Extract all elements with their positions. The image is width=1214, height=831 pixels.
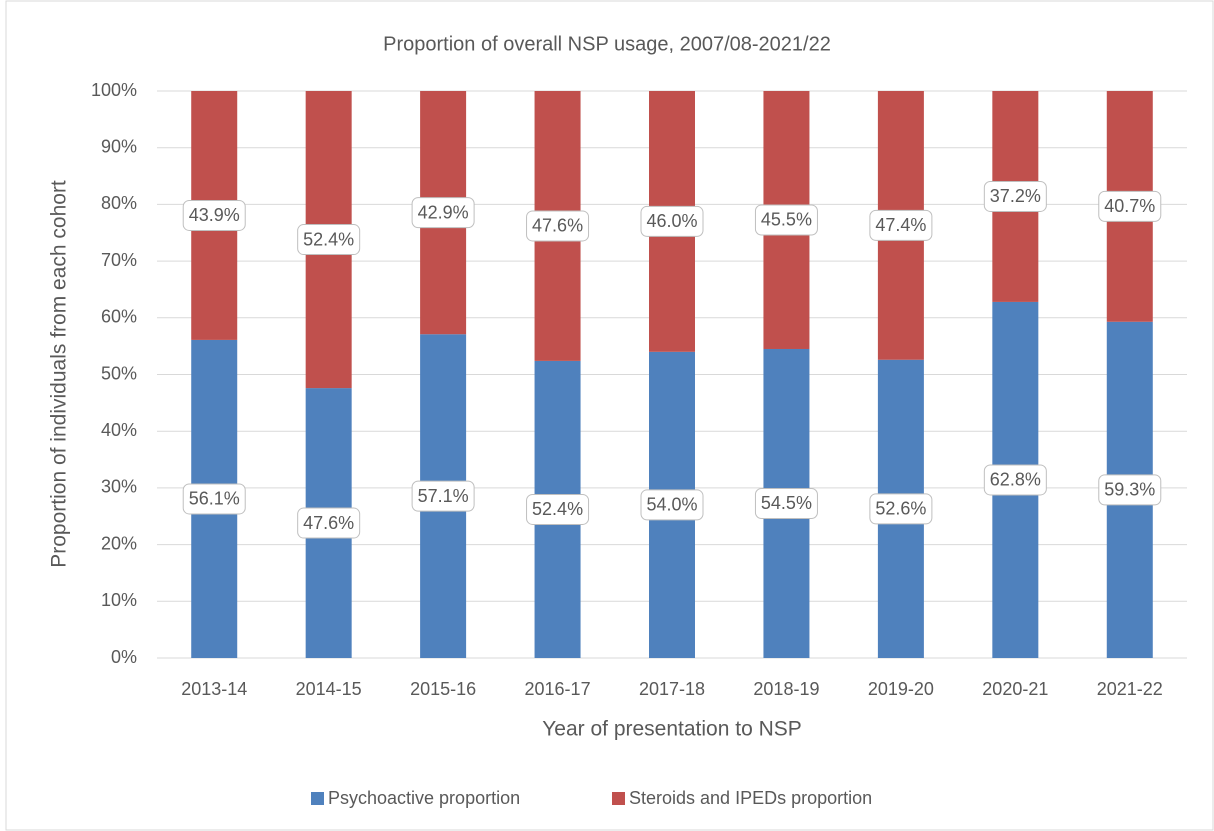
data-label: 45.5% [761,210,812,230]
data-label-box [983,180,1047,212]
legend-label: Psychoactive proportion [328,788,520,808]
y-tick-label: 80% [101,193,137,213]
y-tick-label: 40% [101,420,137,440]
data-label-box [182,199,246,231]
x-tick-label: 2017-18 [639,679,705,699]
data-label: 40.7% [1104,196,1155,216]
data-label: 47.6% [303,513,354,533]
data-label-box [869,209,933,241]
data-label-box [526,210,590,242]
data-label-box [411,197,475,229]
data-label: 42.9% [418,202,469,222]
y-tick-label: 100% [91,80,137,100]
chart-title: Proportion of overall NSP usage, 2007/08… [383,33,831,55]
x-axis-title: Year of presentation to NSP [542,718,802,741]
data-label: 47.4% [875,215,926,235]
y-tick-label: 30% [101,477,137,497]
data-label: 54.5% [761,493,812,513]
data-label: 52.4% [532,499,583,519]
data-label-box [640,205,704,237]
legend-label: Steroids and IPEDs proportion [629,788,872,808]
data-label-box [526,493,590,525]
y-tick-label: 90% [101,136,137,156]
data-label-box [983,464,1047,496]
data-label-box [411,480,475,512]
data-label: 57.1% [418,486,469,506]
x-tick-label: 2016-17 [525,679,591,699]
data-label: 43.9% [189,205,240,225]
y-tick-label: 0% [111,647,137,667]
y-axis-title: Proportion of individuals from each coho… [48,180,71,568]
y-tick-label: 50% [101,363,137,383]
y-tick-label: 60% [101,307,137,327]
data-label: 59.3% [1104,480,1155,500]
data-label-box [754,204,818,236]
x-tick-label: 2020-21 [982,679,1048,699]
data-label-box [1098,190,1162,222]
y-tick-label: 70% [101,250,137,270]
x-tick-label: 2015-16 [410,679,476,699]
x-tick-label: 2019-20 [868,679,934,699]
data-label-box [869,493,933,525]
y-tick-label: 20% [101,533,137,553]
data-label-box [754,487,818,519]
data-label: 56.1% [189,489,240,509]
x-tick-label: 2021-22 [1097,679,1163,699]
data-label: 52.4% [303,229,354,249]
x-tick-label: 2018-19 [753,679,819,699]
y-tick-label: 10% [101,590,137,610]
data-label-box [182,483,246,515]
data-label-box [640,489,704,521]
data-label: 37.2% [990,186,1041,206]
x-tick-label: 2013-14 [181,679,247,699]
data-label: 52.6% [875,499,926,519]
legend-swatch [612,792,625,805]
x-tick-label: 2014-15 [296,679,362,699]
data-label: 62.8% [990,470,1041,490]
data-label: 46.0% [646,211,697,231]
data-label: 54.0% [646,495,697,515]
data-label-box [1098,474,1162,506]
data-label: 47.6% [532,216,583,236]
legend-swatch [311,792,324,805]
data-label-box [297,224,361,256]
data-label-box [297,507,361,539]
